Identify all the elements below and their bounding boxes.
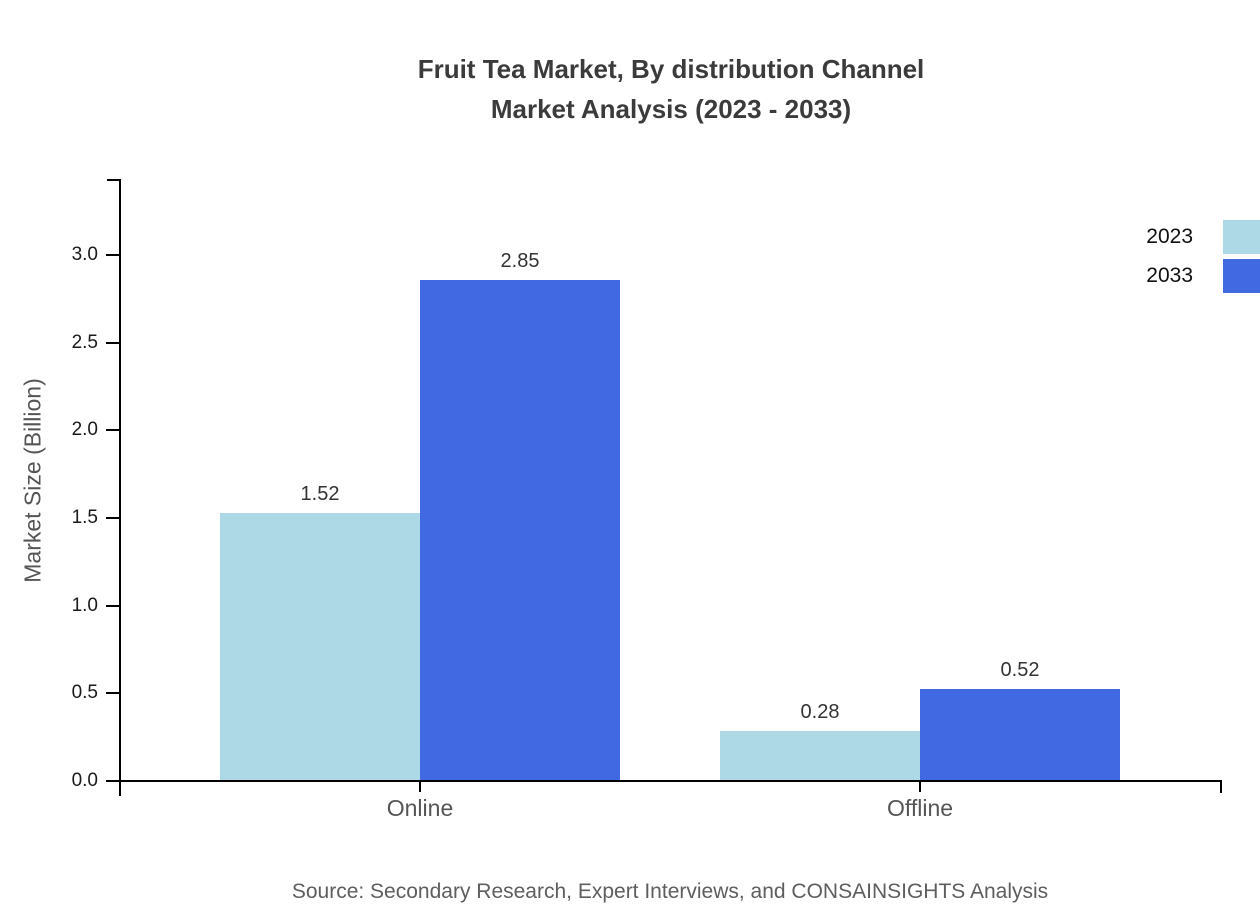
x-tick-mark bbox=[419, 782, 421, 792]
source-note: Source: Secondary Research, Expert Inter… bbox=[291, 880, 1049, 903]
bar-value-label: 0.52 bbox=[1000, 658, 1040, 681]
bar-value-label: 0.28 bbox=[800, 700, 840, 723]
x-tick-mark bbox=[919, 782, 921, 792]
legend-label-2023: 2023 bbox=[1146, 225, 1193, 248]
y-tick-mark bbox=[106, 254, 119, 256]
y-tick-label: 3.0 bbox=[71, 244, 98, 265]
legend-label-2033: 2033 bbox=[1146, 264, 1193, 287]
bar-offline-2033 bbox=[920, 688, 1120, 780]
y-tick-mark bbox=[106, 341, 119, 344]
x-axis-end-cap bbox=[1220, 780, 1222, 793]
y-axis-line bbox=[119, 180, 121, 796]
chart-title: Fruit Tea Market, By distribution Channe… bbox=[417, 54, 925, 84]
y-tick-label: 2.5 bbox=[71, 331, 98, 353]
bar-value-label: 2.85 bbox=[500, 250, 540, 273]
y-tick-mark bbox=[106, 780, 119, 782]
y-tick-label: 0.5 bbox=[71, 682, 98, 704]
bar-online-2023 bbox=[220, 513, 420, 780]
y-tick-mark bbox=[106, 692, 119, 695]
bar-offline-2023 bbox=[720, 730, 920, 780]
bar-online-2033 bbox=[420, 280, 620, 780]
y-tick-label: 1.5 bbox=[71, 507, 98, 528]
legend-swatch-2033 bbox=[1223, 259, 1260, 293]
chart-subtitle: Market Analysis (2023 - 2033) bbox=[490, 94, 852, 124]
x-axis-line bbox=[119, 780, 1222, 782]
y-axis-end-cap bbox=[107, 179, 121, 181]
y-tick-mark bbox=[106, 604, 119, 607]
y-tick-mark bbox=[106, 517, 119, 519]
y-tick-label: 2.0 bbox=[71, 419, 98, 441]
category-label-online: Online bbox=[386, 795, 454, 821]
y-tick-label: 1.0 bbox=[71, 594, 98, 616]
bar-value-label: 1.52 bbox=[300, 483, 340, 506]
y-tick-mark bbox=[106, 429, 119, 432]
category-label-offline: Offline bbox=[886, 795, 954, 821]
legend-swatch-2023 bbox=[1223, 220, 1260, 254]
y-tick-label: 0.0 bbox=[71, 770, 98, 791]
